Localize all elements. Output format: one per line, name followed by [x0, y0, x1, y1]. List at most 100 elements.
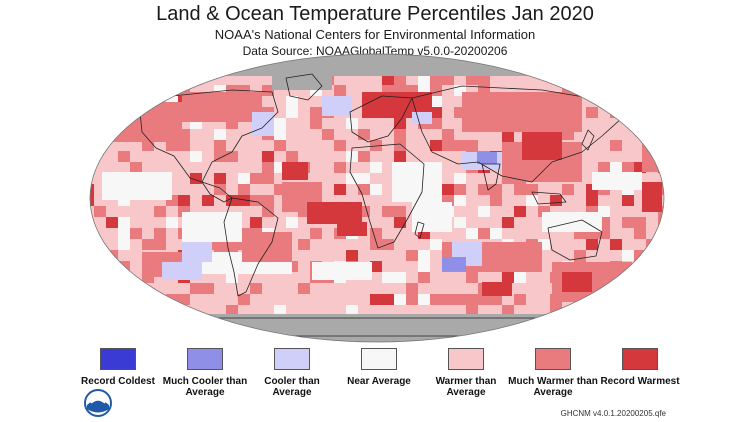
grid-cell: [502, 272, 514, 283]
grid-cell: [106, 54, 118, 63]
grid-cell: [550, 338, 562, 342]
grid-cell: [622, 162, 634, 173]
grid-cell: [214, 151, 226, 162]
grid-cell: [262, 151, 274, 162]
grid-cell: [286, 217, 298, 228]
grid-cell: [274, 118, 286, 129]
grid-region: [592, 172, 642, 190]
grid-region: [562, 272, 592, 292]
grid-cell: [130, 63, 142, 74]
grid-cell: [466, 305, 478, 316]
grid-cell: [202, 316, 214, 327]
grid-cell: [178, 140, 190, 151]
grid-cell: [286, 151, 298, 162]
grid-cell: [262, 173, 274, 184]
grid-cell: [598, 206, 610, 217]
grid-cell: [250, 173, 262, 184]
grid-cell: [118, 305, 130, 316]
grid-region: [182, 242, 212, 262]
grid-region: [482, 282, 512, 296]
grid-cell: [598, 74, 610, 85]
grid-cell: [394, 140, 406, 151]
grid-region: [642, 182, 662, 212]
grid-cell: [610, 162, 622, 173]
grid-cell: [550, 63, 562, 74]
continent-outline: [581, 129, 595, 151]
grid-cell: [538, 239, 550, 250]
grid-cell: [430, 239, 442, 250]
grid-cell: [190, 54, 202, 63]
grid-cell: [118, 151, 130, 162]
grid-cell: [574, 250, 586, 261]
grid-cell: [430, 85, 442, 96]
grid-cell: [430, 140, 442, 151]
grid-region: [322, 96, 352, 116]
grid-cell: [238, 294, 250, 305]
legend-item: Much Warmer than Average: [508, 348, 598, 398]
legend-label: Record Warmest: [600, 376, 680, 387]
grid-cell: [586, 85, 598, 96]
grid-region: [442, 257, 466, 271]
grid-cell: [118, 107, 130, 118]
grid-cell: [670, 272, 672, 283]
grid-cell: [634, 217, 646, 228]
grid-cell: [610, 107, 622, 118]
grid-cell: [130, 96, 142, 107]
continent-outline: [139, 89, 279, 183]
grid-cell: [238, 195, 250, 206]
grid-cell: [250, 217, 262, 228]
grid-region: [522, 132, 562, 160]
page-subtitle: NOAA's National Centers for Environmenta…: [214, 27, 536, 42]
grid-cell: [370, 239, 382, 250]
grid-cell: [418, 85, 430, 96]
legend-label: Much Warmer than Average: [508, 376, 598, 398]
grid-cell: [598, 327, 610, 338]
legend-swatch: [535, 348, 571, 370]
grid-cell: [490, 228, 502, 239]
grid-cell: [610, 85, 622, 96]
noaa-logo: [84, 389, 112, 417]
grid-cell: [262, 195, 274, 206]
temperature-percentile-map: [89, 53, 672, 343]
grid-cell: [214, 140, 226, 151]
grid-cell: [670, 206, 672, 217]
legend-item: Record Warmest: [595, 348, 685, 387]
grid-cell: [658, 239, 664, 250]
grid-region: [412, 202, 452, 232]
grid-cell: [346, 305, 358, 316]
grid-cell: [514, 206, 526, 217]
grid-cell: [214, 184, 226, 195]
grid-cell: [622, 195, 634, 206]
grid-cell: [370, 162, 382, 173]
grid-cell: [418, 272, 430, 283]
grid-cell: [94, 316, 106, 327]
grid-region: [307, 202, 362, 224]
continent-outline: [531, 191, 567, 205]
grid-cell: [502, 305, 514, 316]
grid-cell: [442, 129, 454, 140]
grid-cell: [106, 217, 118, 228]
legend-swatch: [622, 348, 658, 370]
legend-swatch: [361, 348, 397, 370]
grid-cell: [658, 283, 664, 294]
grid-cell: [586, 206, 598, 217]
grid-cell: [490, 184, 502, 195]
grid-cell: [142, 272, 154, 283]
grid-cell: [526, 184, 538, 195]
grid-region: [392, 162, 442, 202]
grid-cell: [454, 338, 466, 342]
grid-cell: [454, 294, 466, 305]
grid-cell: [442, 195, 454, 206]
grid-cell: [226, 151, 238, 162]
grid-cell: [346, 250, 358, 261]
grid-cell: [490, 294, 502, 305]
grid-cell: [514, 272, 526, 283]
grid-cell: [190, 316, 202, 327]
grid-cell: [610, 140, 622, 151]
grid-cell: [358, 173, 370, 184]
grid-cell: [430, 107, 442, 118]
grid-cell: [586, 239, 598, 250]
continent-outline: [349, 143, 425, 249]
grid-cell: [610, 74, 622, 85]
grid-cell: [90, 272, 94, 283]
